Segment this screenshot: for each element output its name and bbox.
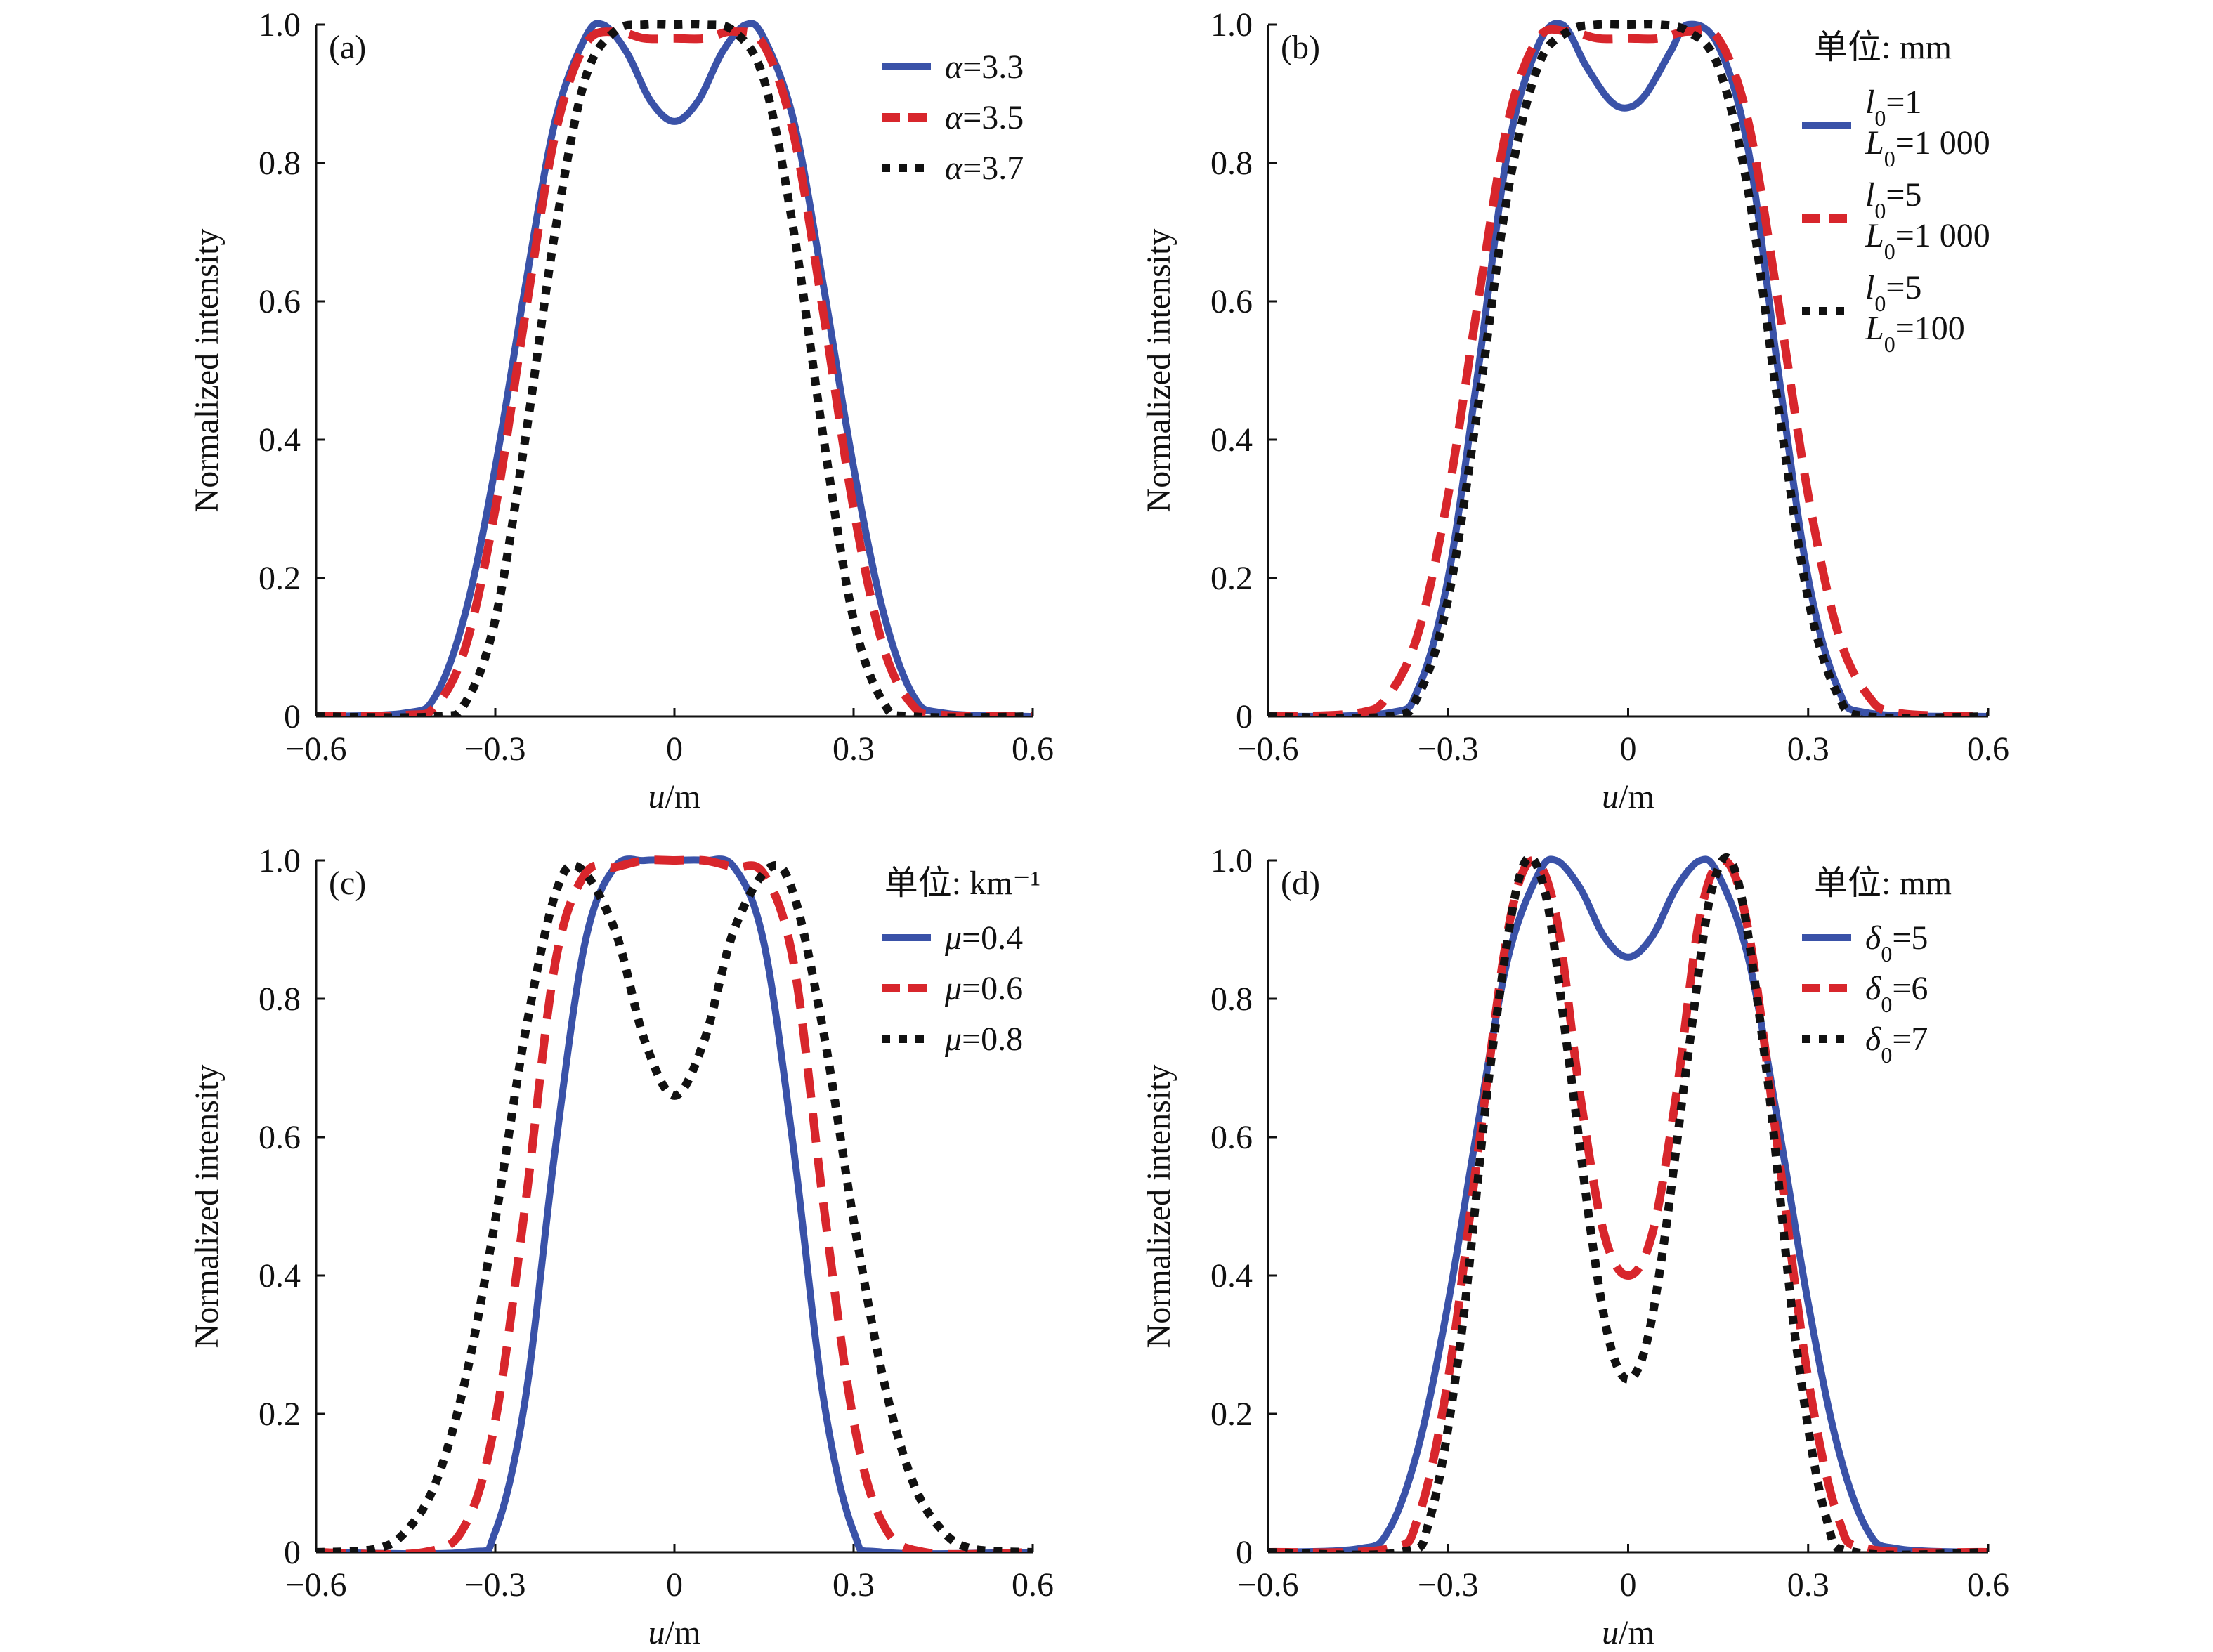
- x-tick-label: −0.6: [1237, 730, 1298, 768]
- legend-label: α=3.5: [945, 99, 1024, 136]
- series-line-1: [316, 20, 1033, 716]
- y-tick-label: 0.4: [259, 421, 301, 459]
- y-tick-label: 0: [1236, 1534, 1253, 1571]
- x-tick-label: 0.3: [1787, 1566, 1829, 1604]
- legend: 单位: mm δ0=5δ0=6δ0=7: [1802, 865, 1952, 1068]
- y-tick-label: 0.4: [1210, 1257, 1253, 1294]
- legend-title: 单位: mm: [1814, 865, 1952, 902]
- x-tick-label: −0.6: [285, 1566, 346, 1604]
- x-tick-label: 0.6: [1012, 1566, 1054, 1604]
- x-axis-label: u/m: [648, 778, 701, 815]
- x-tick-label: 0.6: [1012, 730, 1054, 768]
- y-axis-label: Normalized intensity: [1140, 229, 1177, 513]
- legend-label: l0=5: [1865, 176, 1921, 223]
- panel-label: (d): [1281, 865, 1320, 902]
- y-tick-label: 0.8: [1210, 145, 1253, 182]
- panel-c: −0.6 −0.3 0 0.3 0.6 0 0.2 0.4 0.6 0.8 1.0 u/m Normal…: [188, 842, 1054, 1651]
- series-line-3: [316, 861, 1033, 1552]
- legend-label: α=3.7: [945, 150, 1024, 187]
- y-tick-label: 0.6: [259, 283, 301, 320]
- y-axis-label: Normalized intensity: [188, 229, 226, 513]
- x-axis-label: u/m: [1602, 778, 1654, 815]
- legend-label: L0=1 000: [1865, 217, 1990, 264]
- y-tick-label: 0: [284, 698, 301, 735]
- series-line-1: [316, 855, 1033, 1552]
- y-tick-label: 0.2: [259, 560, 301, 597]
- y-tick-label: 0.2: [1210, 560, 1253, 597]
- legend-title: 单位: mm: [1814, 29, 1952, 66]
- series-line-1: [1268, 855, 1988, 1552]
- series-line-1: [1268, 20, 1988, 716]
- y-tick-label: 1.0: [259, 842, 301, 879]
- x-tick-label: −0.3: [1418, 730, 1479, 768]
- series-line-3: [1268, 853, 1988, 1552]
- legend-label: α=3.3: [945, 48, 1024, 86]
- x-tick-label: −0.6: [285, 730, 346, 768]
- y-tick-label: 0.4: [259, 1257, 301, 1294]
- x-axis-label: u/m: [648, 1614, 701, 1651]
- legend-label: δ0=7: [1865, 1021, 1928, 1068]
- y-axis-label: Normalized intensity: [188, 1065, 226, 1349]
- x-tick-label: 0.6: [1967, 730, 2009, 768]
- legend-label: μ=0.6: [944, 970, 1023, 1007]
- y-tick-label: 0: [284, 1534, 301, 1571]
- x-tick-label: −0.3: [464, 1566, 525, 1604]
- series-line-2: [1268, 855, 1988, 1552]
- series-line-2: [1268, 25, 1988, 716]
- panel-b: −0.6 −0.3 0 0.3 0.6 0 0.2 0.4 0.6 0.8 1.0 u/m Normal…: [1140, 6, 2009, 815]
- y-tick-label: 1.0: [1210, 6, 1253, 44]
- y-tick-label: 0.6: [259, 1119, 301, 1156]
- panel-label: (b): [1281, 29, 1320, 66]
- y-tick-label: 1.0: [259, 6, 301, 44]
- legend-label: δ0=6: [1865, 970, 1928, 1017]
- x-axis-label: u/m: [1602, 1614, 1654, 1651]
- y-tick-label: 0.2: [259, 1396, 301, 1433]
- x-tick-label: 0.3: [833, 730, 875, 768]
- x-tick-label: 0.6: [1967, 1566, 2009, 1604]
- y-axis-label: Normalized intensity: [1140, 1065, 1177, 1349]
- legend: 单位: km⁻¹ μ=0.4 μ=0.6 μ=0.8: [882, 865, 1040, 1058]
- legend-label: δ0=5: [1865, 919, 1928, 966]
- y-tick-label: 0: [1236, 698, 1253, 735]
- panel-d: −0.6 −0.3 0 0.3 0.6 0 0.2 0.4 0.6 0.8 1.0 u/m Normal…: [1140, 842, 2009, 1651]
- legend-label: L0=1 000: [1865, 124, 1990, 171]
- series-line-3: [316, 20, 1033, 716]
- y-tick-label: 0.8: [259, 145, 301, 182]
- y-tick-label: 0.6: [1210, 283, 1253, 320]
- x-tick-label: 0.3: [1787, 730, 1829, 768]
- x-tick-label: 0: [666, 1566, 683, 1604]
- legend-label: μ=0.4: [944, 919, 1023, 957]
- x-tick-label: −0.3: [1418, 1566, 1479, 1604]
- series-line-2: [316, 27, 1033, 716]
- legend-title: 单位: km⁻¹: [884, 865, 1040, 902]
- series-line-2: [316, 855, 1033, 1552]
- legend: α=3.3 α=3.5 α=3.7: [882, 48, 1024, 187]
- x-tick-label: −0.3: [464, 730, 525, 768]
- y-tick-label: 0.2: [1210, 1396, 1253, 1433]
- y-tick-label: 1.0: [1210, 842, 1253, 879]
- legend-label: L0=100: [1865, 310, 1965, 357]
- legend-label: μ=0.8: [944, 1021, 1023, 1058]
- y-tick-label: 0.8: [1210, 981, 1253, 1018]
- y-tick-label: 0.6: [1210, 1119, 1253, 1156]
- legend-label: l0=1: [1865, 84, 1921, 131]
- legend-label: l0=5: [1865, 269, 1921, 316]
- x-tick-label: 0.3: [833, 1566, 875, 1604]
- x-tick-label: 0: [1620, 1566, 1637, 1604]
- x-tick-label: 0: [666, 730, 683, 768]
- x-tick-label: −0.6: [1237, 1566, 1298, 1604]
- x-tick-label: 0: [1620, 730, 1637, 768]
- panel-label: (a): [329, 29, 366, 66]
- panel-a: −0.6 −0.3 0 0.3 0.6 0 0.2 0.4 0.6 0.8 1.0 u/m Normal…: [188, 6, 1054, 815]
- y-tick-label: 0.8: [259, 981, 301, 1018]
- y-tick-label: 0.4: [1210, 421, 1253, 459]
- panel-label: (c): [329, 865, 366, 902]
- series-line-3: [1268, 20, 1988, 716]
